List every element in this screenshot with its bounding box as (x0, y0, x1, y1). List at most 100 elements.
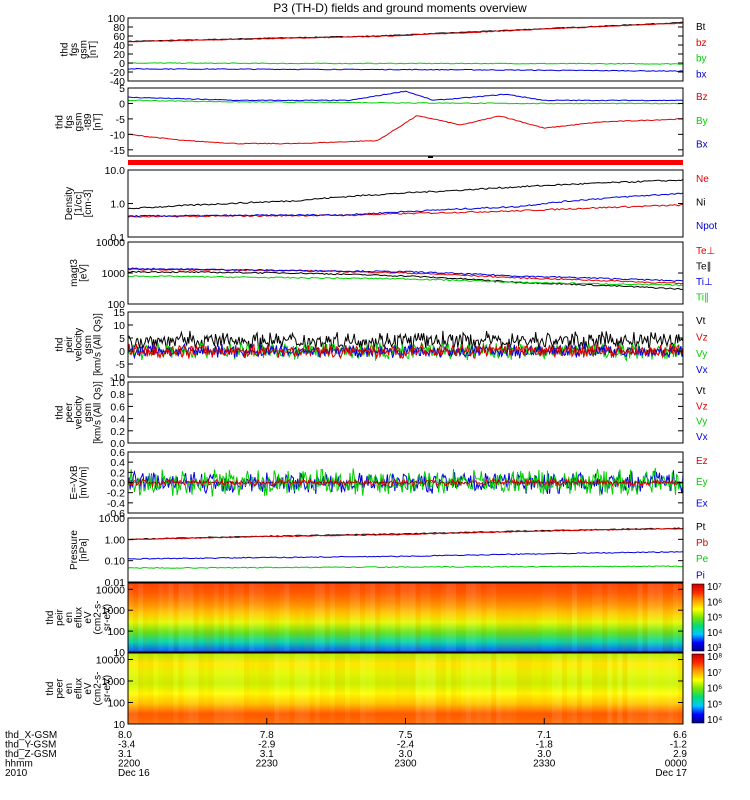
y-axis-label-line: [km/s (All Qs)] (93, 313, 104, 376)
spectrogram-texture (642, 583, 648, 652)
spectrogram-texture (228, 583, 234, 652)
series-ti-line (127, 267, 684, 282)
spectrogram-texture (289, 653, 295, 724)
spectrogram-texture (218, 653, 224, 724)
y-axis-label-line: magt3 (69, 259, 80, 287)
spectrogram-texture (158, 653, 164, 724)
spectrogram-texture (173, 653, 179, 724)
colorbar-tick-label: 10⁴ (707, 628, 722, 639)
y-axis-label: Density[1/cc][cm-3] (64, 187, 94, 220)
y-axis-label-line: thd (45, 611, 56, 625)
spectrogram-texture (380, 583, 386, 652)
spectrogram-texture (672, 653, 678, 724)
panel-frame (127, 87, 684, 157)
spectrogram-texture (657, 653, 663, 724)
ephemeris-value: 2.9 (673, 749, 687, 760)
legend-entry: Bz (696, 92, 708, 103)
spectrogram-texture (481, 583, 487, 652)
spectrogram-texture (193, 653, 199, 724)
y-tick-label: 40 (113, 40, 125, 52)
series-ey-line (127, 467, 684, 497)
spectrogram-texture (249, 583, 255, 652)
spectrogram-texture (279, 583, 285, 652)
panel-8: Pt Pb Pe Pi 10.00 1.00 0.10 0.01 Pressure[nPa] (69, 513, 709, 589)
legend-entry: bx (696, 70, 707, 81)
spectrogram-texture (213, 653, 219, 724)
spectrogram-texture (667, 653, 673, 724)
y-axis-label-line: fgs (64, 115, 75, 128)
spectrogram-texture (647, 653, 653, 724)
y-axis-label-line: [mV/m] (78, 466, 89, 498)
series-bx-line (127, 67, 684, 72)
spectrogram-texture (208, 583, 214, 652)
spectrogram-texture (496, 653, 502, 724)
legend-entry: Ex (696, 498, 708, 509)
y-tick-label: 10000 (96, 655, 125, 667)
spectrogram-texture (213, 583, 219, 652)
spectrogram-texture (339, 653, 345, 724)
spectrogram-texture (274, 583, 280, 652)
spectrogram-texture (450, 583, 456, 652)
spectrogram-texture (299, 653, 305, 724)
spectrogram-texture (304, 653, 310, 724)
y-axis-label-line: [nT] (88, 41, 99, 58)
y-tick-label: 0.10 (105, 556, 126, 568)
ephemeris-value: 3.1 (118, 749, 132, 760)
y-axis-label-line: (cm2-s- (93, 601, 104, 635)
y-tick-label: 10 (113, 719, 125, 731)
ephemeris-value: -1.8 (536, 740, 554, 751)
y-axis-label-line: thd (59, 43, 70, 57)
spectrogram-texture (153, 653, 159, 724)
spectrogram-texture (440, 583, 446, 652)
y-axis-label: magt3[eV] (69, 259, 90, 287)
mode-bar-marker (428, 156, 433, 158)
spectrogram-texture (516, 583, 522, 652)
spectrogram-texture (264, 583, 270, 652)
legend-entry: Ez (696, 456, 708, 467)
series-bz-line (127, 22, 684, 43)
spectrogram-texture (617, 653, 623, 724)
legend-entry: Ne (696, 174, 709, 185)
legend-entry: Pb (696, 538, 709, 549)
spectrogram-texture (385, 583, 391, 652)
spectrogram-texture (319, 583, 325, 652)
spectrogram (128, 653, 683, 724)
ephemeris-value: 2330 (533, 759, 556, 770)
legend-entry: Vt (696, 386, 706, 397)
series-ni-line (127, 178, 684, 210)
spectrogram-texture (259, 653, 265, 724)
spectrogram-texture (274, 653, 280, 724)
spectrogram-texture (153, 583, 159, 652)
plot-title: P3 (TH-D) fields and ground moments over… (273, 1, 527, 15)
y-axis-label-line: Density (64, 187, 75, 220)
spectrogram-texture (531, 653, 537, 724)
spectrogram-texture (617, 583, 623, 652)
y-axis-label-line: peir (55, 608, 66, 625)
spectrogram-texture (355, 653, 361, 724)
spectrogram-texture (627, 653, 633, 724)
spectrogram-texture (627, 583, 633, 652)
spectrogram-texture (244, 583, 250, 652)
y-tick-label: 0.6 (110, 447, 125, 459)
spectrogram-texture (279, 653, 285, 724)
y-axis-label-line: Pressure (69, 530, 80, 570)
spectrogram-texture (521, 653, 527, 724)
ephemeris-row-label: thd_X-GSM (5, 730, 57, 741)
series-by-line (127, 99, 684, 105)
spectrogram-texture (632, 653, 638, 724)
y-tick-label: 0.0 (110, 438, 125, 450)
date-start: Dec 16 (118, 768, 150, 779)
spectrogram-texture (511, 583, 517, 652)
spectrogram-texture (461, 583, 467, 652)
legend-entry: bz (696, 38, 707, 49)
spectrogram-texture (259, 583, 265, 652)
y-tick-label: 100 (107, 626, 125, 638)
spectrogram-texture (183, 653, 189, 724)
y-axis-label-line: en (64, 612, 75, 623)
series-te-line (127, 270, 684, 291)
ephemeris-value: 3.0 (399, 749, 413, 760)
spectrogram-texture (395, 653, 401, 724)
